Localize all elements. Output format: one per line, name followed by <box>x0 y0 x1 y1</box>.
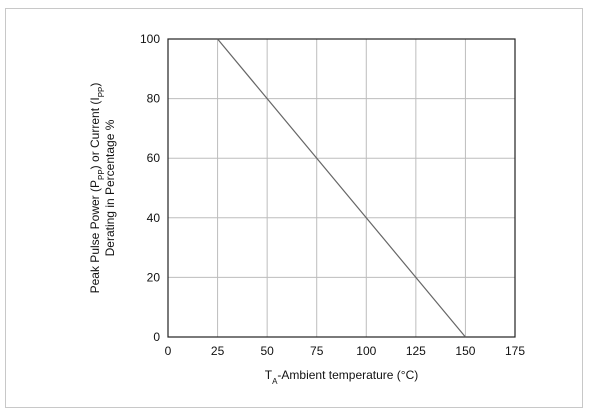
y-axis-label-line-1: Peak Pulse Power (PPP) or Current (IPP) <box>88 83 106 294</box>
x-tick-label: 50 <box>260 344 274 358</box>
x-tick-label: 0 <box>165 344 172 358</box>
y-tick-label: 40 <box>147 211 161 225</box>
x-tick-label: 75 <box>310 344 324 358</box>
grid <box>168 39 515 337</box>
x-tick-label: 175 <box>505 344 525 358</box>
y-tick-label: 80 <box>147 92 161 106</box>
x-tick-label: 100 <box>356 344 376 358</box>
y-tick-labels: 0 20 40 60 80 100 <box>140 32 160 344</box>
derating-chart: 0 25 50 75 100 125 150 175 0 20 40 60 80 100 TA-Ambi… <box>88 32 526 386</box>
x-tick-label: 150 <box>455 344 475 358</box>
x-tick-labels: 0 25 50 75 100 125 150 175 <box>165 344 526 358</box>
chart-frame: 0 25 50 75 100 125 150 175 0 20 40 60 80 100 TA-Ambi… <box>5 8 583 408</box>
x-tick-label: 125 <box>406 344 426 358</box>
x-axis-label: TA-Ambient temperature (°C) <box>265 368 419 386</box>
data-series <box>217 38 466 338</box>
plot-border <box>167 38 516 338</box>
y-tick-label: 60 <box>147 151 161 165</box>
x-tick-label: 25 <box>211 344 225 358</box>
y-axis-label-line-2: Derating in Percentage % <box>103 119 117 256</box>
y-tick-label: 100 <box>140 32 160 46</box>
series-line-0 <box>217 38 466 338</box>
y-tick-label: 20 <box>147 270 161 284</box>
y-tick-label: 0 <box>153 330 160 344</box>
